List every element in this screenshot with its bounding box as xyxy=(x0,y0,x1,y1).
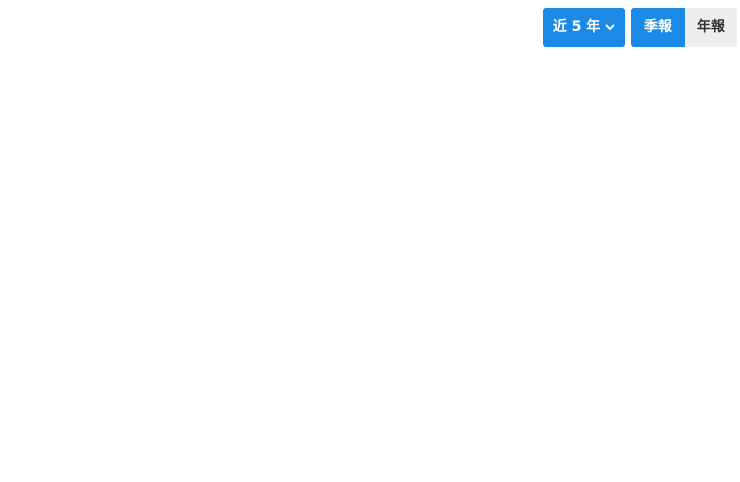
range-label: 近 5 年 xyxy=(552,19,601,35)
quarterly-button[interactable]: 季報 xyxy=(631,8,685,47)
range-dropdown[interactable]: 近 5 年 05101520253035%2021202220232024202… xyxy=(543,8,740,454)
annual-button[interactable]: 年報 xyxy=(685,8,737,47)
chevron: 05101520253035%20212022202320242025營業費用率… xyxy=(605,24,740,454)
